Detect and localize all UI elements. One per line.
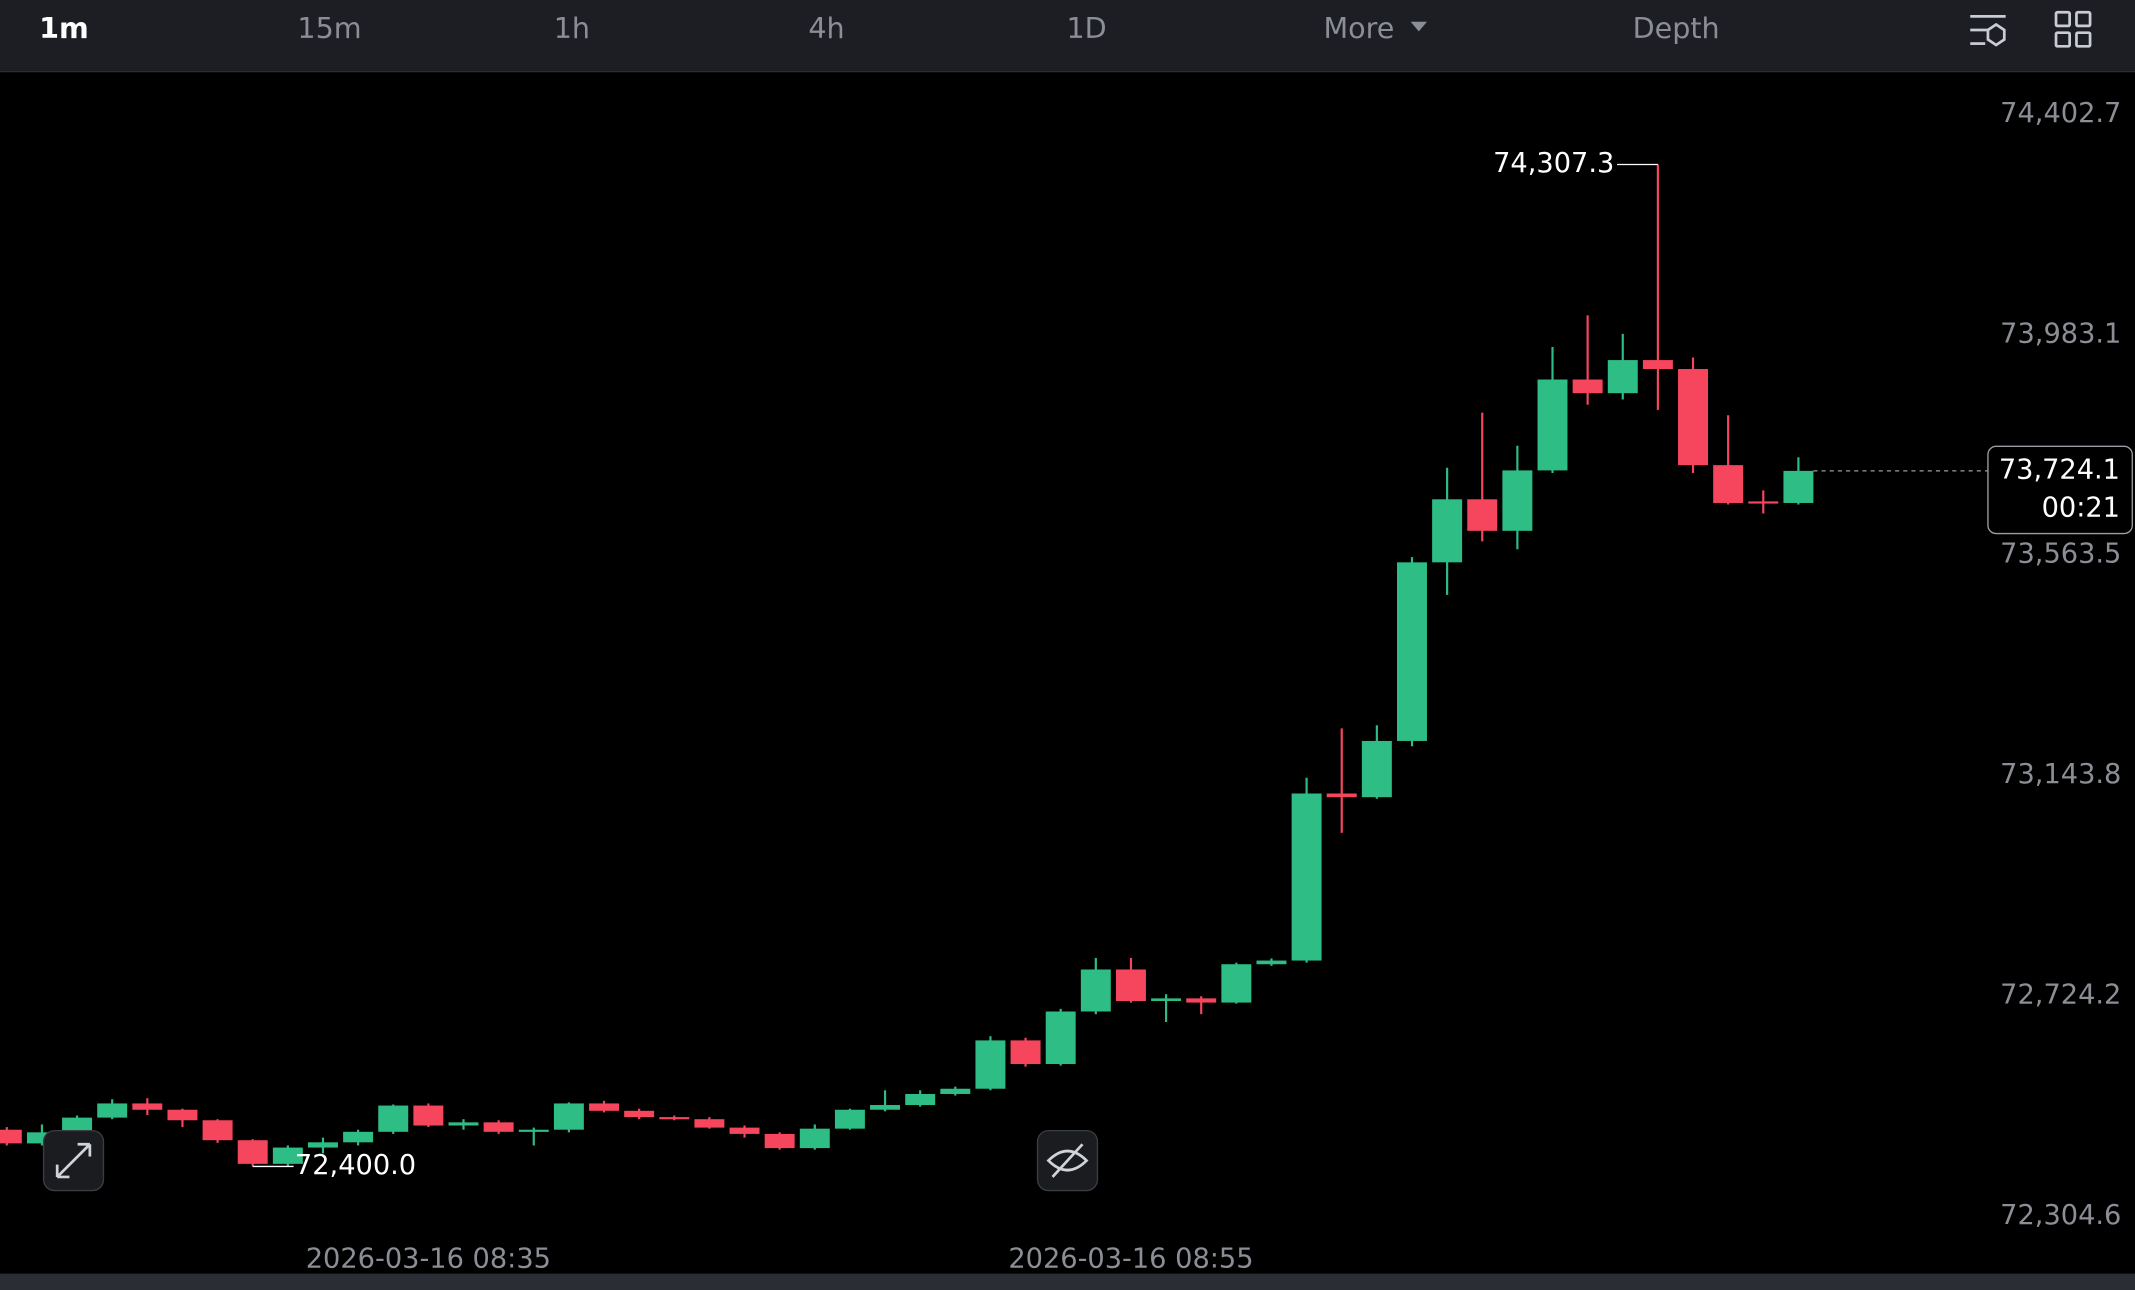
candle-body — [1115, 969, 1146, 1002]
candle-body — [624, 1110, 655, 1118]
high-label: 74,307.3 — [1493, 148, 1614, 179]
candle-body — [694, 1119, 725, 1128]
candle-body — [729, 1127, 760, 1134]
y-tick-label: 73,143.8 — [2000, 759, 2121, 790]
y-tick-label: 73,983.1 — [2000, 318, 2121, 349]
candle-body — [62, 1117, 93, 1133]
candle-body — [343, 1131, 374, 1143]
candle-body — [1326, 793, 1357, 798]
candle-body — [834, 1109, 865, 1129]
y-tick-label: 72,724.2 — [2000, 980, 2121, 1011]
candle-body — [1151, 998, 1182, 1002]
tab[interactable]: 1h — [554, 11, 590, 45]
candle-body — [659, 1117, 690, 1120]
settings-icon[interactable] — [1970, 14, 2006, 47]
tab[interactable]: 15m — [297, 11, 361, 45]
layout-icon[interactable] — [2054, 10, 2092, 48]
x-tick-label: 2026-03-16 08:55 — [1008, 1244, 1253, 1275]
candle-body — [1186, 998, 1217, 1003]
x-tick-label: 2026-03-16 08:35 — [306, 1244, 551, 1275]
candle-body — [167, 1109, 198, 1121]
candle-body — [589, 1103, 619, 1111]
candle-body — [1537, 379, 1568, 471]
candle-body — [448, 1122, 479, 1126]
y-tick-label: 72,304.6 — [2000, 1200, 2121, 1231]
candle-body — [378, 1105, 409, 1132]
candle-body — [1010, 1040, 1041, 1065]
hide-button[interactable] — [1036, 1129, 1099, 1192]
plot-area: 74,402.7 73,983.1 73,563.5 73,143.8 72,724.2… — [0, 98, 2133, 1275]
candle-body — [1678, 369, 1708, 466]
candle-body — [97, 1103, 128, 1118]
candle-body — [1642, 360, 1673, 370]
tab[interactable]: Depth — [1633, 11, 1720, 45]
candle-body — [1713, 465, 1744, 503]
candle-body — [1361, 740, 1392, 798]
bottom-bar — [0, 1273, 2135, 1290]
dropdown-arrow — [1410, 21, 1427, 32]
candle-body — [940, 1088, 971, 1094]
candle-body — [1256, 960, 1287, 965]
tab[interactable]: More — [1323, 11, 1394, 45]
candle-body — [0, 1129, 22, 1144]
candle-body — [1572, 379, 1603, 394]
y-tick-label: 74,402.7 — [2000, 98, 2121, 129]
candle-body — [1397, 562, 1427, 741]
tab[interactable]: 4h — [808, 11, 844, 45]
countdown-label: 00:21 — [2042, 493, 2120, 524]
fullscreen-button[interactable] — [42, 1129, 105, 1192]
candle-body — [1502, 470, 1533, 531]
candle-body — [764, 1133, 795, 1149]
candle-body — [483, 1122, 514, 1132]
candle-body — [1748, 501, 1779, 504]
candle-body — [413, 1105, 444, 1126]
toolbar — [0, 0, 2135, 71]
candle-body — [975, 1040, 1006, 1089]
candle-body — [1291, 793, 1322, 961]
tab[interactable]: 1m — [39, 11, 89, 45]
candle-body — [1467, 499, 1498, 531]
last-price-label: 73,724.1 — [1999, 454, 2120, 485]
candle-body — [132, 1103, 163, 1110]
candle-body — [26, 1132, 57, 1144]
candle-body — [518, 1129, 549, 1132]
candle-body — [870, 1105, 901, 1110]
candle-body — [1783, 470, 1814, 503]
candle-body — [553, 1103, 584, 1130]
candle-body — [1045, 1011, 1076, 1065]
candle-body — [1607, 360, 1638, 394]
candle-body — [202, 1120, 233, 1141]
candle-body — [799, 1128, 830, 1149]
y-tick-label: 73,563.5 — [2000, 539, 2121, 570]
candle-body — [1221, 964, 1252, 1003]
tab[interactable]: 1D — [1066, 11, 1106, 45]
candle-body — [307, 1142, 338, 1148]
last-price-box — [1987, 445, 2133, 535]
candle-body — [237, 1140, 268, 1164]
low-label: 72,400.0 — [295, 1150, 416, 1181]
candle-body — [905, 1093, 936, 1106]
candle-body — [272, 1147, 303, 1164]
candle-body — [1432, 499, 1463, 563]
candle-body — [1080, 969, 1111, 1012]
